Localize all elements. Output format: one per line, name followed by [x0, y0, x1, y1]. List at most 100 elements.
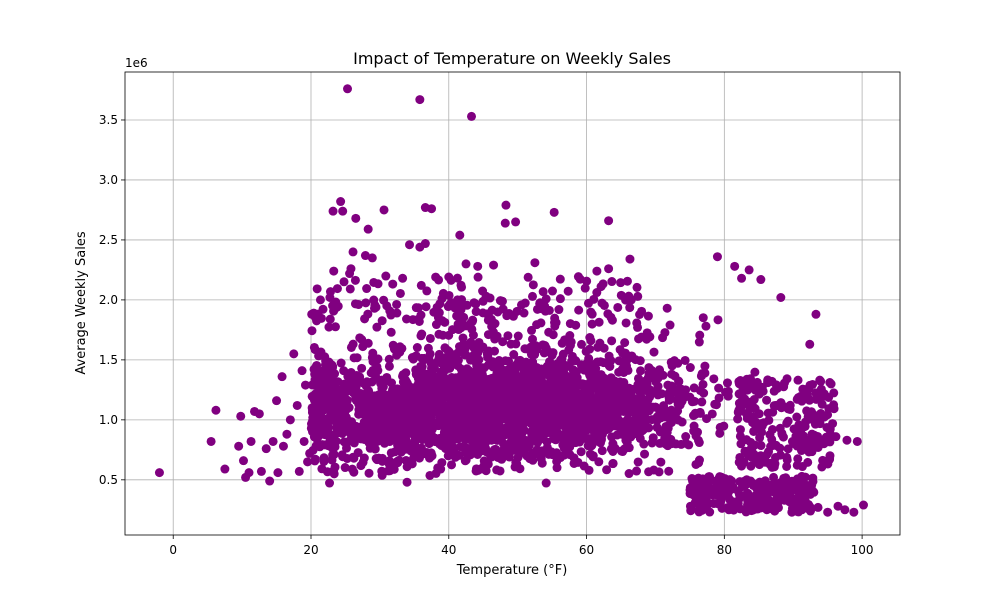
data-point — [381, 376, 391, 386]
data-point — [555, 274, 565, 284]
data-point — [509, 350, 519, 360]
data-point — [535, 434, 545, 444]
y-tick-label: 2.0 — [99, 293, 118, 307]
data-point — [671, 407, 681, 417]
data-point — [689, 426, 699, 436]
data-point — [455, 342, 465, 352]
data-point — [419, 355, 429, 365]
data-point — [315, 295, 325, 305]
data-point — [327, 455, 337, 465]
data-point — [634, 382, 644, 392]
data-point — [449, 445, 459, 455]
data-point — [536, 365, 546, 375]
data-point — [715, 428, 725, 438]
data-point — [702, 480, 712, 490]
data-point — [743, 488, 753, 498]
data-point — [384, 354, 394, 364]
data-point — [489, 260, 499, 270]
data-point — [480, 444, 490, 454]
data-point — [411, 303, 421, 313]
data-point — [673, 415, 683, 425]
data-point — [351, 213, 361, 223]
data-point — [292, 400, 302, 410]
x-tick-label: 40 — [441, 543, 456, 557]
data-point — [573, 272, 583, 282]
data-point — [637, 306, 647, 316]
data-point — [691, 459, 701, 469]
data-point — [771, 400, 781, 410]
data-point — [429, 379, 439, 389]
data-point — [220, 464, 230, 474]
data-point — [398, 273, 408, 283]
data-point — [707, 490, 717, 500]
data-point — [437, 294, 447, 304]
data-point — [473, 436, 483, 446]
data-point — [801, 488, 811, 498]
data-point — [733, 414, 743, 424]
data-point — [358, 342, 368, 352]
data-point — [756, 441, 766, 451]
data-point — [750, 404, 760, 414]
data-point — [307, 391, 317, 401]
data-point — [797, 471, 807, 481]
data-point — [565, 340, 575, 350]
data-point — [277, 372, 287, 382]
data-point — [557, 354, 567, 364]
data-point — [441, 425, 451, 435]
data-point — [504, 429, 514, 439]
data-point — [554, 305, 564, 315]
data-point — [607, 336, 617, 346]
data-point — [340, 463, 350, 473]
data-point — [809, 410, 819, 420]
data-point — [752, 483, 762, 493]
data-point — [616, 429, 626, 439]
data-point — [445, 363, 455, 373]
data-point — [608, 458, 618, 468]
data-point — [465, 444, 475, 454]
data-point — [807, 429, 817, 439]
data-point — [842, 435, 852, 445]
data-point — [380, 433, 390, 443]
data-point — [544, 305, 554, 315]
data-point — [515, 464, 525, 474]
data-point — [154, 468, 164, 478]
data-point — [504, 309, 514, 319]
data-point — [576, 390, 586, 400]
data-point — [644, 363, 654, 373]
data-point — [643, 311, 653, 321]
data-point — [594, 427, 604, 437]
data-point — [634, 334, 644, 344]
data-point — [434, 329, 444, 339]
data-point — [578, 420, 588, 430]
data-point — [350, 299, 360, 309]
data-point — [681, 385, 691, 395]
data-point — [526, 342, 536, 352]
data-point — [256, 466, 266, 476]
data-point — [565, 319, 575, 329]
data-point — [734, 389, 744, 399]
data-point — [443, 451, 453, 461]
data-point — [719, 421, 729, 431]
y-tick-label: 2.5 — [99, 233, 118, 247]
data-point — [477, 369, 487, 379]
data-point — [695, 503, 705, 513]
data-point — [625, 303, 635, 313]
data-point — [622, 276, 632, 286]
data-point — [742, 413, 752, 423]
data-point — [632, 466, 642, 476]
data-point — [624, 291, 634, 301]
data-point — [620, 338, 630, 348]
data-point — [337, 405, 347, 415]
data-point — [723, 386, 733, 396]
data-point — [377, 316, 387, 326]
data-point — [294, 466, 304, 476]
data-point — [809, 487, 819, 497]
data-point — [346, 264, 356, 274]
data-point — [495, 296, 505, 306]
data-point — [594, 317, 604, 327]
data-point — [495, 416, 505, 426]
data-point — [473, 272, 483, 282]
data-point — [538, 287, 548, 297]
data-point — [467, 397, 477, 407]
data-point — [557, 416, 567, 426]
